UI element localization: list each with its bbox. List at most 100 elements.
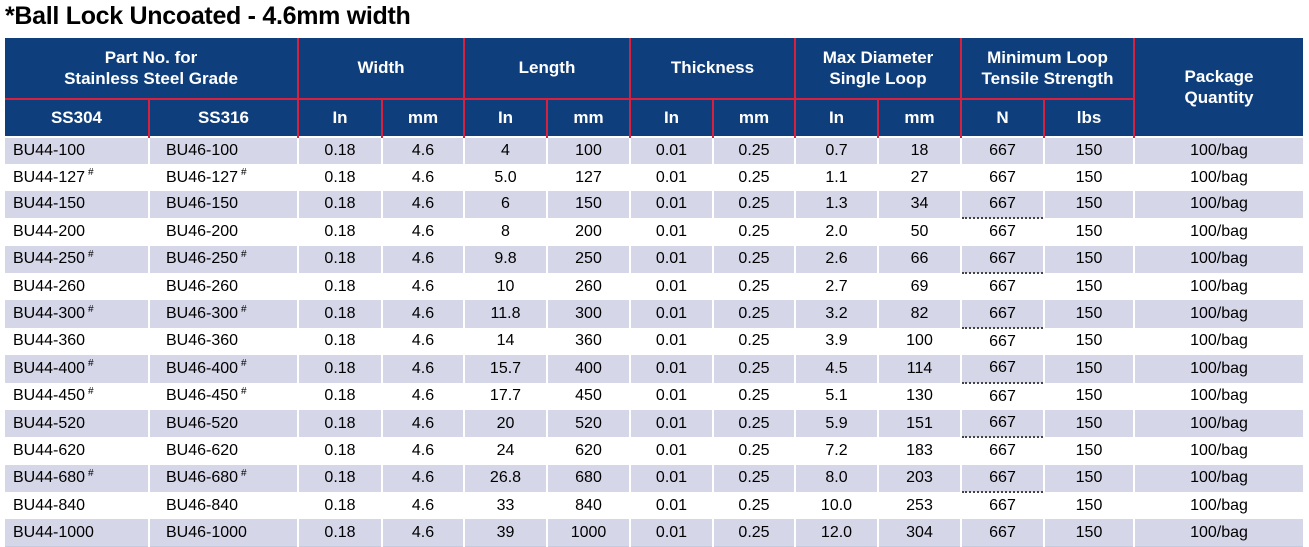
tensile-lbs-cell: 150 <box>1044 409 1135 438</box>
tensile-n-cell: 667 <box>961 355 1045 384</box>
length-mm-cell: 400 <box>547 355 631 383</box>
thickness-in-cell: 0.01 <box>630 492 714 520</box>
diameter-in-cell: 12.0 <box>795 519 879 547</box>
width-mm-cell: 4.6 <box>382 409 465 438</box>
ss304-part-cell: BU44-620 <box>5 437 150 465</box>
tensile-n-cell: 667 <box>961 409 1045 439</box>
col-group-part-no: Part No. for Stainless Steel Grade <box>5 38 299 100</box>
length-in-cell: 11.8 <box>464 300 548 328</box>
table-row: BU44-300 # BU46-300 # 0.18 4.6 11.8 300 0.… <box>5 300 1303 329</box>
table-row: BU44-260 BU46-260 0.18 4.6 10 260 0.01 0… <box>5 272 1303 301</box>
hash-footnote-mark: # <box>241 303 247 315</box>
tensile-n-cell: 667 <box>961 464 1045 494</box>
ss316-part-number: BU46-200 <box>166 222 239 240</box>
thickness-in-cell: 0.01 <box>630 190 714 219</box>
hash-footnote-mark: # <box>241 385 247 397</box>
thickness-mm-cell: 0.25 <box>713 519 796 547</box>
tensile-n-cell: 667 <box>961 218 1045 246</box>
ss304-part-cell: BU44-100 <box>5 135 150 165</box>
width-in-cell: 0.18 <box>298 245 383 273</box>
ss316-part-number: BU46-127 <box>166 168 239 186</box>
width-in-cell: 0.18 <box>298 164 383 191</box>
length-mm-cell: 300 <box>547 300 631 328</box>
ss316-part-cell: BU46-300 # <box>149 300 299 328</box>
ss316-part-number: BU46-100 <box>166 142 239 160</box>
ss304-part-cell: BU44-150 <box>5 190 150 219</box>
tensile-lbs-cell: 150 <box>1044 355 1135 383</box>
col-group-tensile-strength: Minimum Loop Tensile Strength <box>961 38 1135 100</box>
ss304-part-cell: BU44-360 <box>5 327 150 356</box>
tensile-n-cell: 667 <box>961 300 1045 329</box>
diameter-mm-cell: 253 <box>878 492 962 520</box>
table-row: BU44-150 BU46-150 0.18 4.6 6 150 0.01 0.… <box>5 190 1303 220</box>
width-in-cell: 0.18 <box>298 327 383 356</box>
ss304-part-number: BU44-400 <box>13 359 86 377</box>
table-row: BU44-840 BU46-840 0.18 4.6 33 840 0.01 0… <box>5 492 1303 520</box>
tensile-n-cell: 667 <box>961 519 1045 547</box>
ss304-part-cell: BU44-840 <box>5 492 150 520</box>
diameter-in-cell: 3.2 <box>795 300 879 328</box>
ss304-part-number: BU44-620 <box>13 441 86 459</box>
width-in-cell: 0.18 <box>298 409 383 438</box>
col-group-max-diameter: Max Diameter Single Loop <box>795 38 962 100</box>
diameter-mm-cell: 18 <box>878 135 962 165</box>
length-in-cell: 24 <box>464 437 548 465</box>
package-qty-cell: 100/bag <box>1134 164 1303 191</box>
thickness-mm-cell: 0.25 <box>713 492 796 520</box>
thickness-in-cell: 0.01 <box>630 135 714 165</box>
diameter-mm-cell: 100 <box>878 327 962 356</box>
hash-footnote-mark: # <box>88 167 94 179</box>
width-mm-cell: 4.6 <box>382 164 465 191</box>
col-group-thickness: Thickness <box>630 38 796 100</box>
table-row: BU44-1000 BU46-1000 0.18 4.6 39 1000 0.0… <box>5 519 1303 547</box>
ss304-part-number: BU44-300 <box>13 305 86 323</box>
table-row: BU44-620 BU46-620 0.18 4.6 24 620 0.01 0… <box>5 437 1303 465</box>
table-row: BU44-450 # BU46-450 # 0.18 4.6 17.7 450 0.… <box>5 382 1303 410</box>
col-group-length-label: Length <box>518 58 576 78</box>
diameter-in-cell: 0.7 <box>795 135 879 165</box>
thickness-in-cell: 0.01 <box>630 245 714 273</box>
thickness-in-cell: 0.01 <box>630 272 714 301</box>
length-in-cell: 26.8 <box>464 464 548 493</box>
ss316-part-number: BU46-450 <box>166 387 239 405</box>
ss316-part-cell: BU46-840 <box>149 492 299 520</box>
length-in-cell: 20 <box>464 409 548 438</box>
width-mm-cell: 4.6 <box>382 492 465 520</box>
col-group-max-diameter-line1: Max Diameter <box>822 47 934 67</box>
col-width-mm: mm <box>382 99 465 137</box>
ss304-part-cell: BU44-250 # <box>5 245 150 273</box>
ss304-part-cell: BU44-200 <box>5 218 150 246</box>
ss316-part-number: BU46-400 <box>166 359 239 377</box>
diameter-mm-cell: 183 <box>878 437 962 465</box>
diameter-in-cell: 8.0 <box>795 464 879 493</box>
width-mm-cell: 4.6 <box>382 437 465 465</box>
width-mm-cell: 4.6 <box>382 300 465 328</box>
header-group-row: Part No. for Stainless Steel Grade Width… <box>5 38 1303 137</box>
thickness-mm-cell: 0.25 <box>713 382 796 410</box>
tensile-lbs-cell: 150 <box>1044 245 1135 273</box>
thickness-in-cell: 0.01 <box>630 409 714 438</box>
diameter-in-cell: 2.7 <box>795 272 879 301</box>
width-in-cell: 0.18 <box>298 218 383 246</box>
ss304-part-number: BU44-520 <box>13 414 86 432</box>
spec-table: Part No. for Stainless Steel Grade Width… <box>5 38 1303 547</box>
col-thickness-in: In <box>630 99 714 137</box>
thickness-mm-cell: 0.25 <box>713 355 796 383</box>
ss304-part-number: BU44-250 <box>13 250 86 268</box>
thickness-mm-cell: 0.25 <box>713 300 796 328</box>
tensile-lbs-cell: 150 <box>1044 382 1135 410</box>
tensile-n-cell: 667 <box>961 272 1045 301</box>
tensile-n-cell: 667 <box>961 135 1045 165</box>
table-header: Part No. for Stainless Steel Grade Width… <box>5 38 1303 137</box>
col-group-width-label: Width <box>357 58 405 78</box>
width-in-cell: 0.18 <box>298 190 383 219</box>
thickness-mm-cell: 0.25 <box>713 327 796 356</box>
hash-footnote-mark: # <box>88 468 94 480</box>
tensile-lbs-cell: 150 <box>1044 218 1135 246</box>
ss304-part-cell: BU44-520 <box>5 409 150 438</box>
col-group-thickness-label: Thickness <box>670 58 755 78</box>
diameter-mm-cell: 130 <box>878 382 962 410</box>
package-qty-cell: 100/bag <box>1134 300 1303 328</box>
hash-footnote-mark: # <box>241 167 247 179</box>
diameter-in-cell: 5.9 <box>795 409 879 438</box>
